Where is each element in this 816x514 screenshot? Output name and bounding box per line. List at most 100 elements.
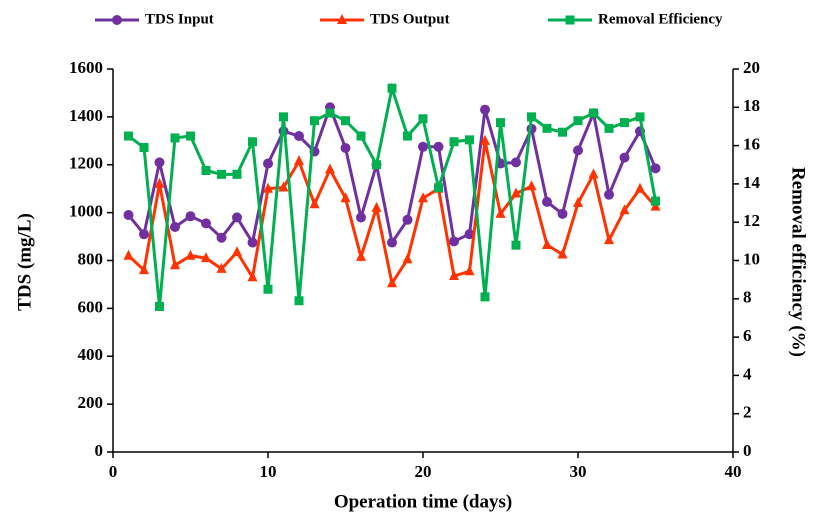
y2-tick-label: 18 (743, 96, 760, 115)
y-tick-label: 200 (78, 393, 104, 412)
marker (216, 232, 227, 243)
marker (589, 108, 598, 118)
marker (465, 135, 474, 145)
y2-tick-label: 4 (743, 364, 752, 383)
marker (294, 155, 304, 166)
marker (604, 189, 614, 200)
x-tick-label: 10 (260, 462, 277, 481)
marker (403, 131, 412, 141)
marker (170, 133, 180, 143)
marker (170, 221, 180, 232)
y-axis-title: TDS (mg/L) (14, 213, 35, 311)
marker (155, 301, 164, 311)
marker (185, 249, 196, 260)
marker (619, 204, 630, 215)
marker (464, 265, 475, 276)
marker (635, 112, 645, 122)
marker (201, 252, 211, 263)
y-tick-label: 600 (78, 297, 104, 316)
marker (449, 270, 459, 281)
marker (433, 141, 444, 152)
marker (526, 180, 537, 191)
marker (232, 212, 242, 223)
marker (201, 165, 211, 175)
y2-tick-label: 12 (743, 211, 760, 230)
legend-label: Removal Efficiency (598, 11, 723, 27)
marker (325, 108, 335, 118)
y-tick-label: 800 (78, 249, 104, 268)
y-tick-label: 1400 (69, 106, 103, 125)
marker (464, 229, 475, 240)
legend-label: TDS Input (145, 11, 214, 27)
marker (216, 262, 227, 273)
marker (620, 118, 629, 128)
y2-tick-label: 0 (743, 441, 752, 460)
y2-tick-label: 2 (743, 403, 752, 422)
y2-axis-title: Removal efficiency (%) (788, 167, 809, 357)
marker (263, 182, 273, 193)
marker (511, 187, 521, 198)
marker (418, 114, 428, 124)
marker (139, 229, 149, 240)
marker (294, 296, 304, 306)
marker (371, 201, 382, 212)
marker (201, 218, 211, 229)
marker (337, 14, 347, 24)
marker (340, 192, 351, 203)
marker (278, 181, 289, 192)
marker (604, 123, 614, 133)
marker (325, 163, 335, 174)
marker (387, 83, 397, 93)
marker (248, 137, 257, 147)
marker (402, 253, 413, 264)
marker (402, 214, 413, 225)
marker (232, 169, 242, 179)
y-tick-label: 1000 (69, 202, 103, 221)
x-tick-label: 0 (109, 462, 118, 481)
marker (356, 212, 366, 223)
marker (263, 284, 273, 294)
marker (651, 196, 660, 206)
marker (340, 142, 351, 153)
marker (558, 127, 567, 137)
marker (604, 234, 614, 245)
marker (123, 249, 134, 260)
x-axis-title: Operation time (days) (334, 491, 512, 512)
marker (480, 292, 490, 302)
marker (356, 250, 366, 261)
marker (247, 271, 258, 282)
y2-tick-label: 16 (743, 135, 760, 154)
marker (573, 197, 583, 208)
marker (495, 207, 506, 218)
marker (542, 196, 552, 207)
marker (418, 192, 428, 203)
marker (279, 112, 288, 122)
marker (139, 143, 149, 153)
y2-tick-label: 6 (743, 326, 752, 345)
marker (573, 145, 583, 156)
marker (170, 259, 180, 270)
marker (309, 198, 320, 209)
marker (434, 183, 443, 193)
marker (565, 15, 575, 25)
marker (387, 277, 397, 288)
marker (449, 137, 459, 147)
marker (139, 264, 149, 275)
marker (263, 158, 273, 169)
marker (341, 116, 350, 126)
marker (635, 182, 645, 193)
marker (542, 123, 552, 133)
y2-tick-label: 14 (743, 173, 761, 192)
x-tick-label: 30 (570, 462, 587, 481)
marker (480, 104, 490, 115)
marker (542, 238, 552, 249)
x-tick-label: 20 (415, 462, 432, 481)
marker (557, 248, 568, 259)
marker (527, 112, 536, 122)
marker (294, 131, 304, 142)
marker (588, 168, 599, 179)
marker (480, 134, 490, 145)
y-tick-label: 1200 (69, 154, 103, 173)
y2-tick-label: 10 (743, 249, 760, 268)
legend-label: TDS Output (370, 11, 450, 27)
